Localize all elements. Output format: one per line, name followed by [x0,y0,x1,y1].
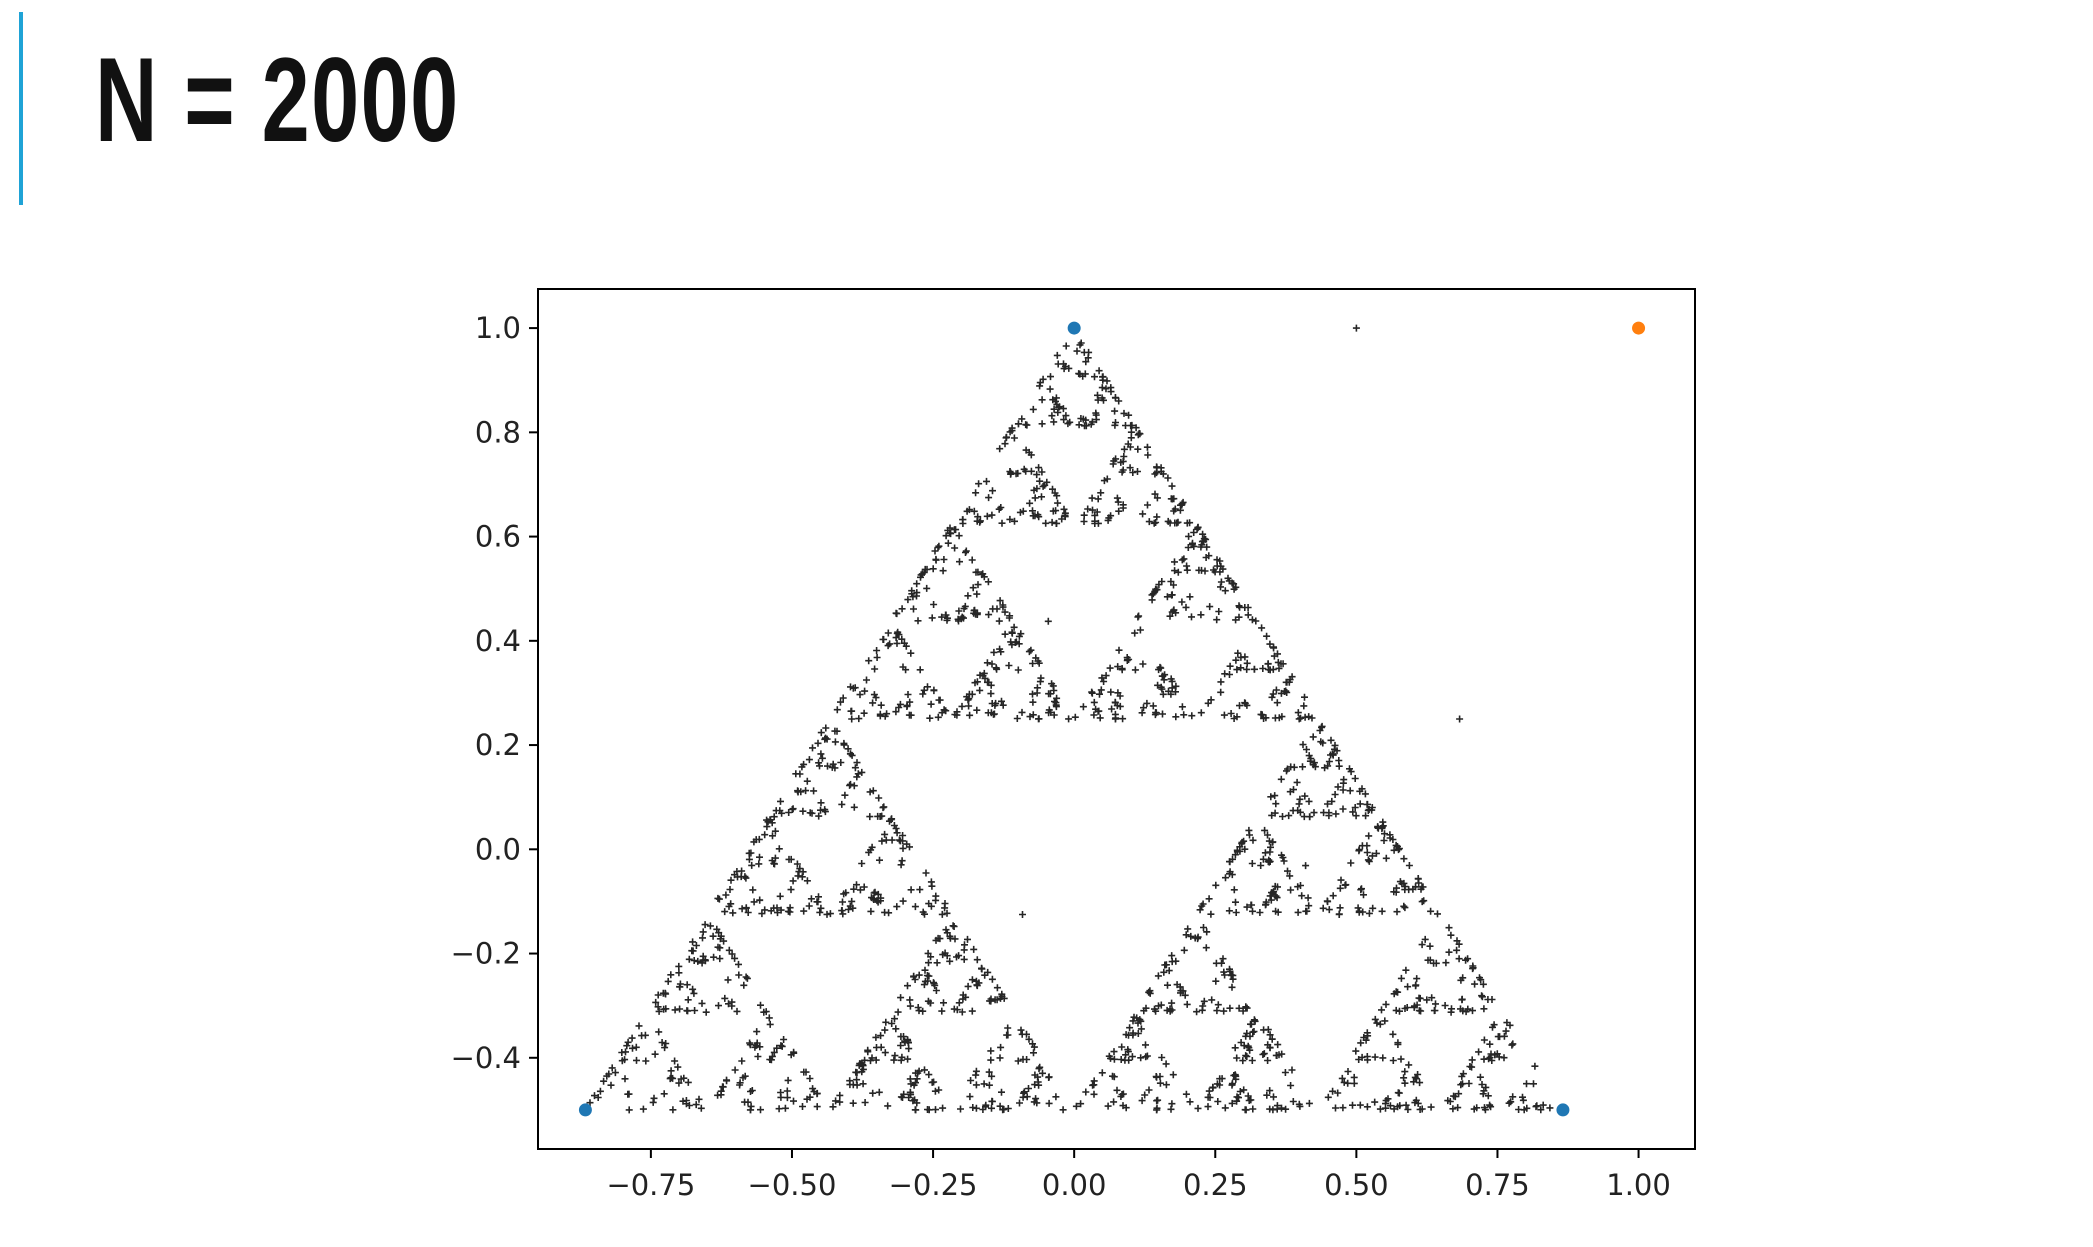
x-tick-label: 0.50 [1324,1168,1389,1202]
x-tick-label: −0.25 [889,1168,978,1202]
x-axis: −0.75 −0.50 −0.25 0.00 0.25 0.50 0.75 1.00 [606,1149,1671,1202]
x-tick-label: 1.00 [1606,1168,1671,1202]
vertex-marker [1067,321,1081,335]
highlight-markers [578,321,1646,1117]
x-tick-label: 0.25 [1183,1168,1248,1202]
x-tick-label: 0.75 [1465,1168,1530,1202]
y-tick-label: −0.2 [451,937,521,971]
y-tick-label: −0.4 [451,1041,521,1075]
chaos-game-points [586,324,1554,1114]
y-tick-label: 0.8 [475,415,521,449]
slide-title: N = 2000 [95,33,460,167]
vertex-marker [578,1103,592,1117]
start-point-marker [1632,321,1646,335]
title-accent-bar [19,12,23,205]
x-tick-label: 0.00 [1042,1168,1107,1202]
y-tick-label: 0.4 [475,624,521,658]
y-axis: −0.4 −0.2 0.0 0.2 0.4 0.6 0.8 1.0 [451,311,538,1075]
vertex-marker [1556,1103,1570,1117]
y-tick-label: 0.0 [475,832,521,866]
y-tick-label: 0.6 [475,520,521,554]
chaos-point-marks [586,324,1554,1114]
plot-frame [537,288,1696,1150]
y-tick-label: 0.2 [475,728,521,762]
y-tick-label: 1.0 [475,311,521,345]
x-tick-label: −0.75 [606,1168,695,1202]
x-tick-label: −0.50 [748,1168,837,1202]
